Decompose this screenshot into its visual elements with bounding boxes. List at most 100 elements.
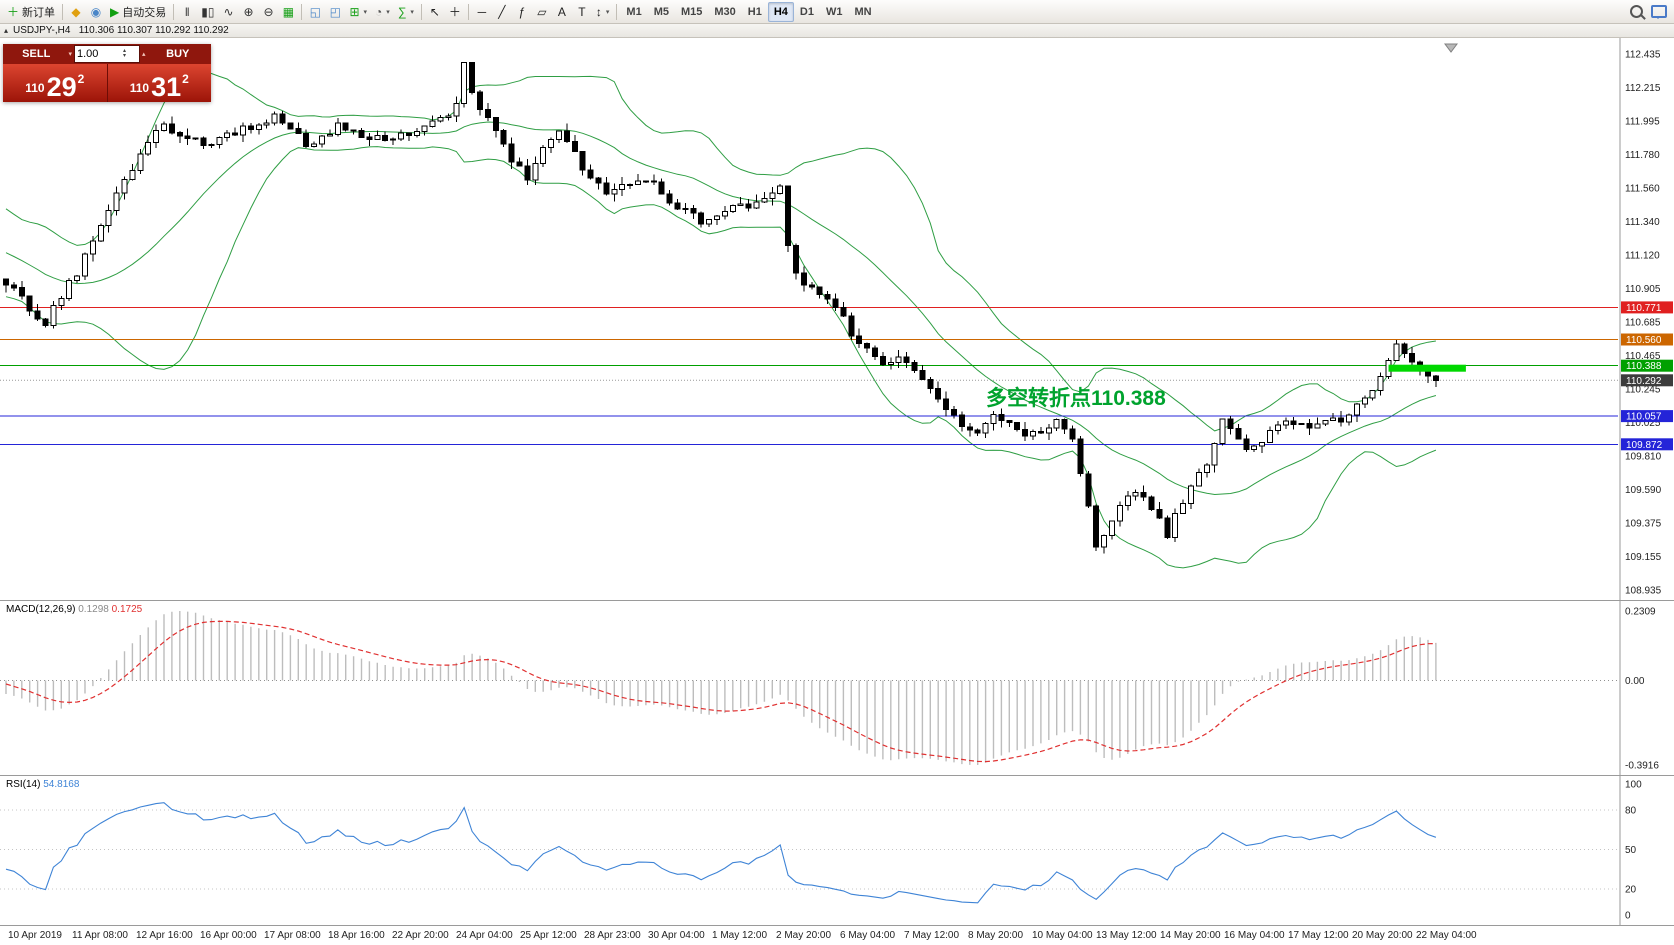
- bar-chart-type-button[interactable]: ‖: [177, 2, 197, 22]
- price-axis[interactable]: 112.435 112.215 111.995 111.780 111.560 111.3…: [1619, 38, 1673, 600]
- price-tag: [1621, 374, 1673, 387]
- crosshair-button[interactable]: ＋: [445, 2, 465, 22]
- tf-h4-button[interactable]: H4: [767, 1, 794, 22]
- trendline-button[interactable]: ╱: [492, 2, 512, 22]
- fibonacci-button[interactable]: ƒ: [512, 2, 532, 22]
- candlestick-chart-type-button[interactable]: ▮▯: [197, 2, 218, 22]
- profiles-button[interactable]: ◔ ▾: [371, 2, 394, 22]
- price-tag: [1621, 333, 1673, 346]
- time-label: 11 Apr 08:00: [72, 930, 128, 941]
- sell-caret-icon[interactable]: ▾: [68, 51, 72, 58]
- sell-options-button[interactable]: SELL: [6, 47, 66, 61]
- zoom-in-button[interactable]: ⊕: [238, 2, 258, 22]
- line-chart-type-button[interactable]: ∿: [218, 2, 238, 22]
- new-order-button[interactable]: ＋新订单: [3, 2, 59, 22]
- rsi-line: [5, 802, 1437, 904]
- search-button[interactable]: [1626, 2, 1647, 22]
- arrows-button[interactable]: ↕ ▾: [592, 2, 614, 22]
- price-chart-canvas[interactable]: 112.435 112.215 111.995 111.780 111.560 111.3…: [0, 38, 1674, 600]
- text-button[interactable]: A: [552, 2, 572, 22]
- zoom-in-icon: ⊕: [243, 4, 254, 19]
- tf-m5-button[interactable]: M5: [648, 2, 675, 22]
- chart-title-strip: ▴ USDJPY-,H4 110.306 110.307 110.292 110…: [0, 24, 1674, 38]
- price-tick: 111.560: [1625, 184, 1660, 195]
- tile-windows-button[interactable]: ▦: [278, 2, 298, 22]
- cascade-windows-button[interactable]: ◱: [305, 2, 325, 22]
- time-label: 13 May 12:00: [1096, 930, 1157, 941]
- macd-axis[interactable]: 0.2309 0.00 -0.3916: [1619, 601, 1659, 775]
- price-tag: [1621, 438, 1673, 451]
- tf-m15-button[interactable]: M15: [675, 2, 708, 22]
- arrange-windows-button[interactable]: ◰: [325, 2, 345, 22]
- mql5-community-button[interactable]: ◆: [66, 2, 86, 22]
- time-label: 2 May 20:00: [776, 930, 832, 941]
- cursor-button[interactable]: ↖: [425, 2, 445, 22]
- cursor-icon: ↖: [429, 4, 440, 19]
- time-label: 17 Apr 08:00: [264, 930, 321, 941]
- tf-w1-button[interactable]: W1: [820, 2, 849, 22]
- buy-caret-icon[interactable]: ▴: [142, 51, 146, 58]
- virtual-hosting-button[interactable]: ◉: [86, 2, 106, 22]
- horizontal-line-button[interactable]: ─: [472, 2, 492, 22]
- crosshair-icon: ＋: [448, 4, 461, 19]
- time-label: 16 May 04:00: [1224, 930, 1285, 941]
- price-tick: 110.465: [1625, 351, 1661, 362]
- price-tick: 111.780: [1625, 150, 1660, 161]
- buy-price-sup: 2: [182, 72, 189, 86]
- chat-button[interactable]: [1647, 2, 1671, 22]
- label-button[interactable]: T: [572, 2, 592, 22]
- price-tick: 109.155: [1625, 552, 1662, 563]
- new-chart-button[interactable]: ⊞ ▾: [345, 2, 371, 22]
- tf-m1-button[interactable]: M1: [620, 2, 647, 22]
- volume-down-icon[interactable]: ▾: [123, 53, 127, 59]
- buy-label: BUY: [166, 48, 190, 60]
- price-tick: 110.025: [1625, 418, 1661, 429]
- macd-panel[interactable]: 0.2309 0.00 -0.3916 MACD(12,26,9) 0.1298 0…: [0, 600, 1674, 775]
- sell-price-sup: 2: [77, 72, 85, 86]
- macd-tick: 0.2309: [1625, 607, 1656, 618]
- toolbar-separator: [420, 3, 422, 20]
- tf-mn-button[interactable]: MN: [848, 2, 877, 22]
- autotrading-button[interactable]: ▶ 自动交易: [106, 2, 170, 22]
- zoom-out-icon: ⊖: [263, 4, 274, 19]
- price-tick: 112.435: [1625, 50, 1661, 61]
- indicators-button[interactable]: ∑ ▾: [394, 2, 418, 22]
- volume-stepper[interactable]: ▴ ▾: [123, 48, 127, 59]
- tf-d1-button[interactable]: D1: [794, 2, 820, 22]
- macd-value-main: 0.1298: [78, 604, 109, 615]
- rsi-canvas: 100 80 50 20 0: [0, 776, 1642, 925]
- zoom-out-button[interactable]: ⊖: [258, 2, 278, 22]
- tf-m30-button[interactable]: M30: [708, 2, 741, 22]
- main-chart[interactable]: 112.435 112.215 111.995 111.780 111.560 111.3…: [0, 38, 1674, 600]
- time-axis[interactable]: 10 Apr 2019 11 Apr 08:00 12 Apr 16:00 16 Ap…: [0, 925, 1674, 945]
- bollinger-bands: [5, 69, 1437, 569]
- clock-icon: ◔: [375, 4, 383, 19]
- buy-button[interactable]: 110 31 2: [107, 64, 211, 102]
- volume-input[interactable]: [75, 48, 123, 60]
- time-label: 1 May 12:00: [712, 930, 768, 941]
- channel-button[interactable]: ▱: [532, 2, 552, 22]
- time-label: 6 May 04:00: [840, 930, 896, 941]
- price-tag-label: 109.872: [1626, 440, 1663, 451]
- pivot-annotation[interactable]: 多空转折点110.388: [986, 387, 1166, 410]
- price-tag: [1621, 301, 1673, 314]
- rsi-label: RSI(14) 54.8168: [6, 779, 79, 790]
- candles-icon: ▮▯: [201, 4, 215, 19]
- time-label: 30 Apr 04:00: [648, 930, 705, 941]
- chart-collapse-icon[interactable]: ▴: [4, 26, 9, 35]
- pivot-highlight-segment[interactable]: [1388, 364, 1466, 372]
- rsi-axis[interactable]: 100 80 50 20 0: [1619, 776, 1642, 925]
- search-icon: [1630, 5, 1643, 18]
- sell-button[interactable]: 110 29 2: [3, 64, 107, 102]
- fibonacci-icon: ƒ: [518, 4, 526, 19]
- buy-options-button[interactable]: BUY: [148, 47, 208, 61]
- macd-tick: -0.3916: [1625, 761, 1659, 772]
- scroll-to-end-icon[interactable]: [1444, 43, 1458, 53]
- tf-h1-button[interactable]: H1: [742, 2, 768, 22]
- indicators-icon: ∑: [397, 4, 407, 19]
- toolbar-separator: [301, 3, 303, 20]
- rsi-panel[interactable]: 100 80 50 20 0 RSI(14) 54.8168: [0, 775, 1674, 925]
- horizontal-level-lines[interactable]: [0, 306, 1618, 445]
- volume-up-icon[interactable]: ▴: [123, 48, 127, 54]
